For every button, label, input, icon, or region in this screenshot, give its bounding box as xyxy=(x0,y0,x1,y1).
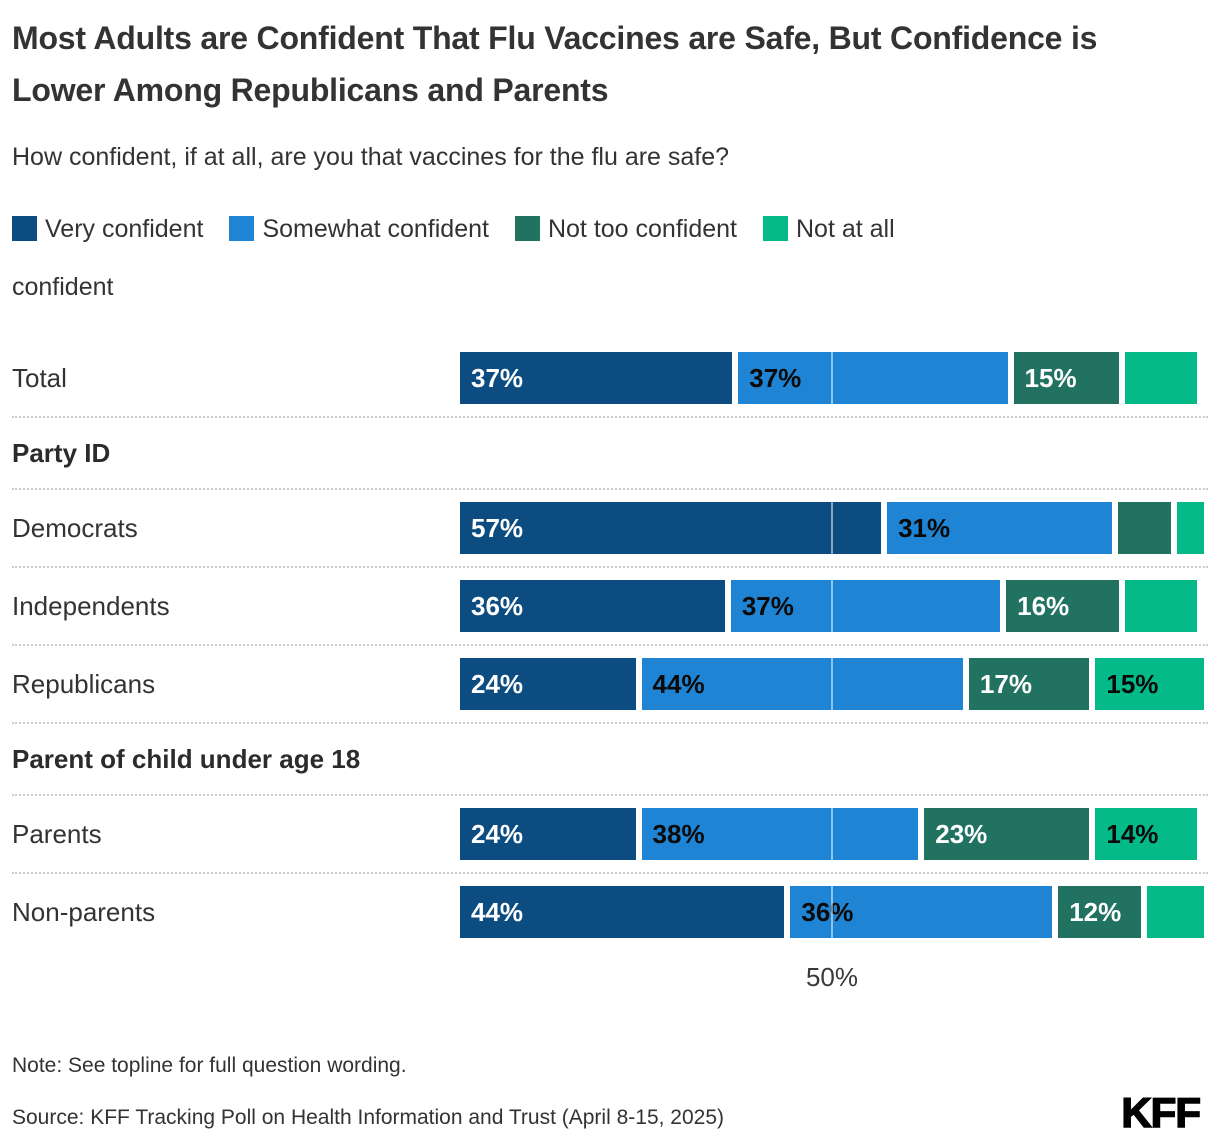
legend-swatch-very-confident xyxy=(12,215,37,241)
legend: Very confident Somewhat confident Not too … xyxy=(12,200,1022,316)
segment-not-at-all-confident[interactable] xyxy=(1125,352,1197,404)
segment-very-confident[interactable]: 24% xyxy=(460,658,636,710)
bar-track: 24% 44% 17% 15% xyxy=(460,658,1204,710)
group-header-label: Party ID xyxy=(12,437,111,468)
category-label: Democrats xyxy=(12,512,138,543)
segment-somewhat-confident[interactable]: 38% xyxy=(641,808,919,860)
segment-value-label: 38% xyxy=(652,819,705,849)
footer: Note: See topline for full question word… xyxy=(12,1052,1208,1136)
chart-card: Most Adults are Confident That Flu Vacci… xyxy=(12,12,1208,1136)
segment-value-label: 23% xyxy=(935,819,988,849)
legend-label: Not too confident xyxy=(547,215,737,243)
segment-very-confident[interactable]: 36% xyxy=(460,580,725,632)
group-header-row: Party ID xyxy=(12,416,1208,488)
segment-value-label: 57% xyxy=(471,513,524,543)
gridline-50 xyxy=(831,886,833,938)
chart-title: Most Adults are Confident That Flu Vacci… xyxy=(12,20,1098,108)
legend-swatch-somewhat-confident xyxy=(229,215,255,241)
segment-not-at-all-confident[interactable]: 15% xyxy=(1095,658,1204,710)
segment-not-at-all-confident[interactable] xyxy=(1177,502,1204,554)
legend-item-not-at-all-confident: Not at all confident xyxy=(12,215,895,301)
segment-not-too-confident[interactable]: 23% xyxy=(924,808,1090,860)
category-label: Non-parents xyxy=(12,896,156,927)
segment-value-label: 31% xyxy=(898,513,951,543)
segment-value-label: 12% xyxy=(1069,897,1122,927)
segment-not-too-confident[interactable]: 15% xyxy=(1013,352,1120,404)
axis-tick-label: 50% xyxy=(805,962,859,992)
segment-not-at-all-confident[interactable] xyxy=(1125,580,1197,632)
bar-row: Democrats 57% 31% xyxy=(12,488,1208,566)
bar-row: Total 37% 37% 15% xyxy=(12,340,1208,416)
segment-not-too-confident[interactable]: 16% xyxy=(1006,580,1120,632)
x-axis: 50% xyxy=(460,962,1204,996)
segment-very-confident[interactable]: 57% xyxy=(460,502,882,554)
gridline-50 xyxy=(831,580,833,632)
stacked-bar-chart: Total 37% 37% 15% Party ID Democrats 57% 31% Ind… xyxy=(12,340,1208,950)
segment-value-label: 36% xyxy=(801,897,854,927)
segment-somewhat-confident[interactable]: 37% xyxy=(738,352,1008,404)
segment-somewhat-confident[interactable]: 31% xyxy=(887,502,1112,554)
segment-value-label: 17% xyxy=(979,669,1032,699)
segment-value-label: 37% xyxy=(741,591,794,621)
bar-row: Non-parents 44% 36% 12% xyxy=(12,872,1208,950)
bar-row: Independents 36% 37% 16% xyxy=(12,566,1208,644)
segment-very-confident[interactable]: 37% xyxy=(460,352,733,404)
category-label: Republicans xyxy=(12,668,156,699)
segment-somewhat-confident[interactable]: 36% xyxy=(790,886,1053,938)
segment-value-label: 16% xyxy=(1017,591,1070,621)
bar-track: 44% 36% 12% xyxy=(460,886,1204,938)
legend-swatch-not-too-confident xyxy=(514,215,540,241)
bar-track: 36% 37% 16% xyxy=(460,580,1204,632)
legend-label: Not at all confident xyxy=(12,215,895,301)
category-label: Total xyxy=(12,362,67,393)
gridline-50 xyxy=(831,352,833,404)
segment-value-label: 44% xyxy=(652,669,705,699)
legend-swatch-not-at-all-confident xyxy=(762,215,788,241)
segment-value-label: 24% xyxy=(471,669,524,699)
gridline-50 xyxy=(831,808,833,860)
segment-value-label: 37% xyxy=(471,363,524,393)
segment-value-label: 44% xyxy=(471,897,524,927)
legend-item-very-confident: Very confident xyxy=(12,215,203,243)
segment-value-label: 15% xyxy=(1024,363,1077,393)
segment-not-too-confident[interactable] xyxy=(1117,502,1172,554)
segment-value-label: 37% xyxy=(749,363,802,393)
bar-track: 57% 31% xyxy=(460,502,1204,554)
segment-not-too-confident[interactable]: 12% xyxy=(1058,886,1142,938)
gridline-50 xyxy=(831,658,833,710)
segment-somewhat-confident[interactable]: 44% xyxy=(641,658,963,710)
segment-not-too-confident[interactable]: 17% xyxy=(968,658,1090,710)
segment-value-label: 24% xyxy=(471,819,524,849)
bar-row: Parents 24% 38% 23% 14% xyxy=(12,794,1208,872)
bar-track: 37% 37% 15% xyxy=(460,352,1204,404)
legend-item-somewhat-confident: Somewhat confident xyxy=(229,215,489,243)
segment-very-confident[interactable]: 44% xyxy=(460,886,785,938)
segment-value-label: 14% xyxy=(1106,819,1159,849)
chart-subtitle: How confident, if at all, are you that v… xyxy=(12,143,730,171)
legend-item-not-too-confident: Not too confident xyxy=(514,215,737,243)
bar-row: Republicans 24% 44% 17% 15% xyxy=(12,644,1208,722)
bar-track: 24% 38% 23% 14% xyxy=(460,808,1204,860)
gridline-50 xyxy=(831,502,833,554)
legend-label: Somewhat confident xyxy=(262,215,489,243)
source-text: Source: KFF Tracking Poll on Health Info… xyxy=(12,1106,725,1129)
group-header-row: Parent of child under age 18 xyxy=(12,722,1208,794)
legend-label: Very confident xyxy=(45,215,204,243)
segment-value-label: 36% xyxy=(471,591,524,621)
segment-not-at-all-confident[interactable] xyxy=(1147,886,1204,938)
segment-value-label: 15% xyxy=(1106,669,1159,699)
category-label: Independents xyxy=(12,590,170,621)
group-header-label: Parent of child under age 18 xyxy=(12,743,361,774)
kff-logo: KFF xyxy=(1121,1089,1202,1136)
segment-very-confident[interactable]: 24% xyxy=(460,808,636,860)
segment-not-at-all-confident[interactable]: 14% xyxy=(1095,808,1197,860)
segment-somewhat-confident[interactable]: 37% xyxy=(730,580,1001,632)
note-text: Note: See topline for full question word… xyxy=(12,1054,407,1077)
category-label: Parents xyxy=(12,818,102,849)
